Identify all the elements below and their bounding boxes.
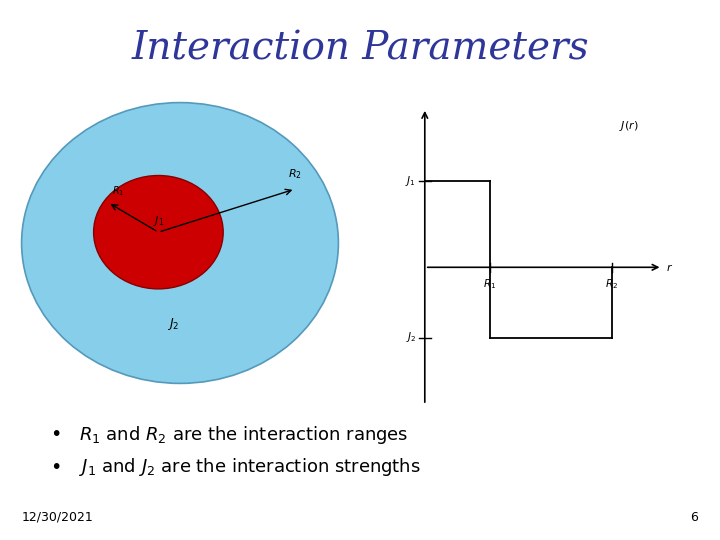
Text: $R_2$: $R_2$: [606, 277, 618, 291]
Ellipse shape: [22, 103, 338, 383]
Text: $R_1$ and $R_2$ are the interaction ranges: $R_1$ and $R_2$ are the interaction rang…: [79, 424, 409, 446]
Text: •: •: [50, 425, 62, 444]
Text: $r$: $r$: [666, 262, 673, 273]
Text: $J(r)$: $J(r)$: [619, 119, 639, 133]
Text: $J_2$: $J_2$: [405, 330, 416, 345]
Text: •: •: [50, 457, 62, 477]
Text: $J_1$: $J_1$: [153, 214, 164, 228]
Text: 6: 6: [690, 511, 698, 524]
Text: $R_1$: $R_1$: [483, 277, 496, 291]
Text: 12/30/2021: 12/30/2021: [22, 511, 94, 524]
Text: $R_2$: $R_2$: [288, 167, 302, 181]
Text: $J_1$ and $J_2$ are the interaction strengths: $J_1$ and $J_2$ are the interaction stre…: [79, 456, 421, 478]
Ellipse shape: [94, 176, 223, 289]
Text: $J_2$: $J_2$: [166, 316, 179, 332]
Text: $R_1$: $R_1$: [112, 184, 124, 198]
Text: Interaction Parameters: Interaction Parameters: [131, 30, 589, 67]
Text: $J_1$: $J_1$: [405, 174, 416, 188]
